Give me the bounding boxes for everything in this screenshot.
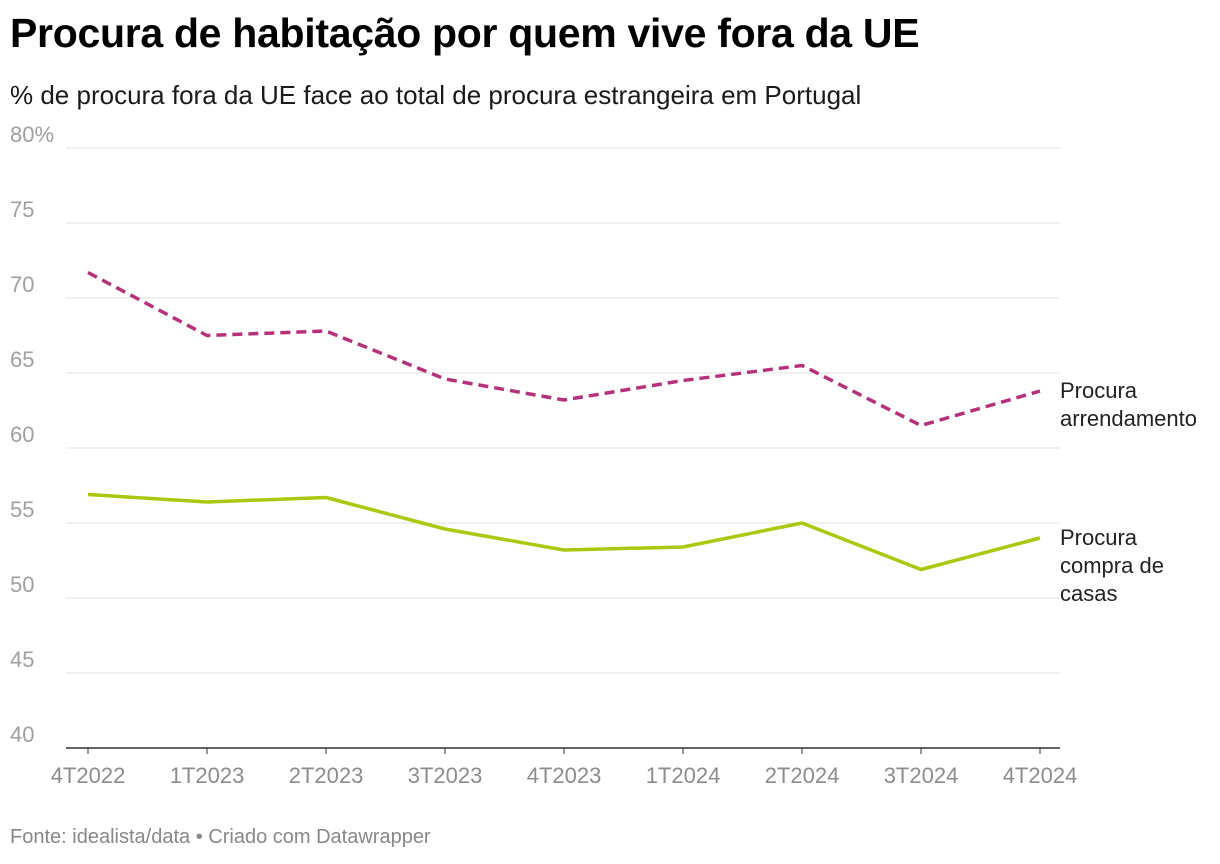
x-tick-label: 2T2024 xyxy=(765,763,840,788)
x-tick-label: 3T2024 xyxy=(884,763,959,788)
y-tick-label: 40 xyxy=(10,722,34,747)
source-label: Fonte: xyxy=(10,826,67,848)
series-label: casas xyxy=(1060,581,1117,606)
y-tick-label: 70 xyxy=(10,272,34,297)
x-tick-label: 4T2024 xyxy=(1003,763,1078,788)
series-line-procura-arrendamento xyxy=(87,270,1041,428)
y-tick-label: 65 xyxy=(10,347,34,372)
x-tick-label: 3T2023 xyxy=(408,763,483,788)
created-with: Criado com Datawrapper xyxy=(208,826,431,848)
y-tick-label: 55 xyxy=(10,497,34,522)
x-tick-label: 4T2022 xyxy=(51,763,126,788)
separator: • xyxy=(195,826,203,848)
series-label: compra de xyxy=(1060,553,1164,578)
y-tick-label: 45 xyxy=(10,647,34,672)
line-chart: 40 45 50 55 60 65 70 75 80% 4T2022 1T2023 2T2023 3T… xyxy=(10,122,1197,788)
y-tick-label: 50 xyxy=(10,572,34,597)
series-line-procura-compra-de-casas xyxy=(87,492,1041,572)
series-label: Procura xyxy=(1060,378,1138,403)
source-value: idealista/data xyxy=(72,826,191,848)
x-tick-label: 1T2024 xyxy=(646,763,721,788)
y-tick-label: 75 xyxy=(10,197,34,222)
source-note: Fonte: idealista/data • Criado com Dataw… xyxy=(10,826,431,849)
chart-subtitle: % de procura fora da UE face ao total de… xyxy=(10,80,862,110)
y-axis-ticks: 40 45 50 55 60 65 70 75 80% xyxy=(10,122,54,747)
series-label: Procura xyxy=(1060,525,1138,550)
x-tick-label: 2T2023 xyxy=(289,763,364,788)
y-tick-label: 60 xyxy=(10,422,34,447)
series-lines xyxy=(87,270,1041,572)
gridlines xyxy=(66,147,1060,749)
y-tick-label: 80% xyxy=(10,122,54,147)
x-tick-label: 1T2023 xyxy=(170,763,245,788)
x-tick-label: 4T2023 xyxy=(527,763,602,788)
x-axis-ticks: 4T2022 1T2023 2T2023 3T2023 4T2023 1T2024 2T20… xyxy=(51,748,1078,788)
series-label: arrendamento xyxy=(1060,406,1197,431)
series-labels: Procura arrendamento Procura compra de casas xyxy=(1060,378,1197,606)
chart-title: Procura de habitação por quem vive fora … xyxy=(10,10,920,56)
